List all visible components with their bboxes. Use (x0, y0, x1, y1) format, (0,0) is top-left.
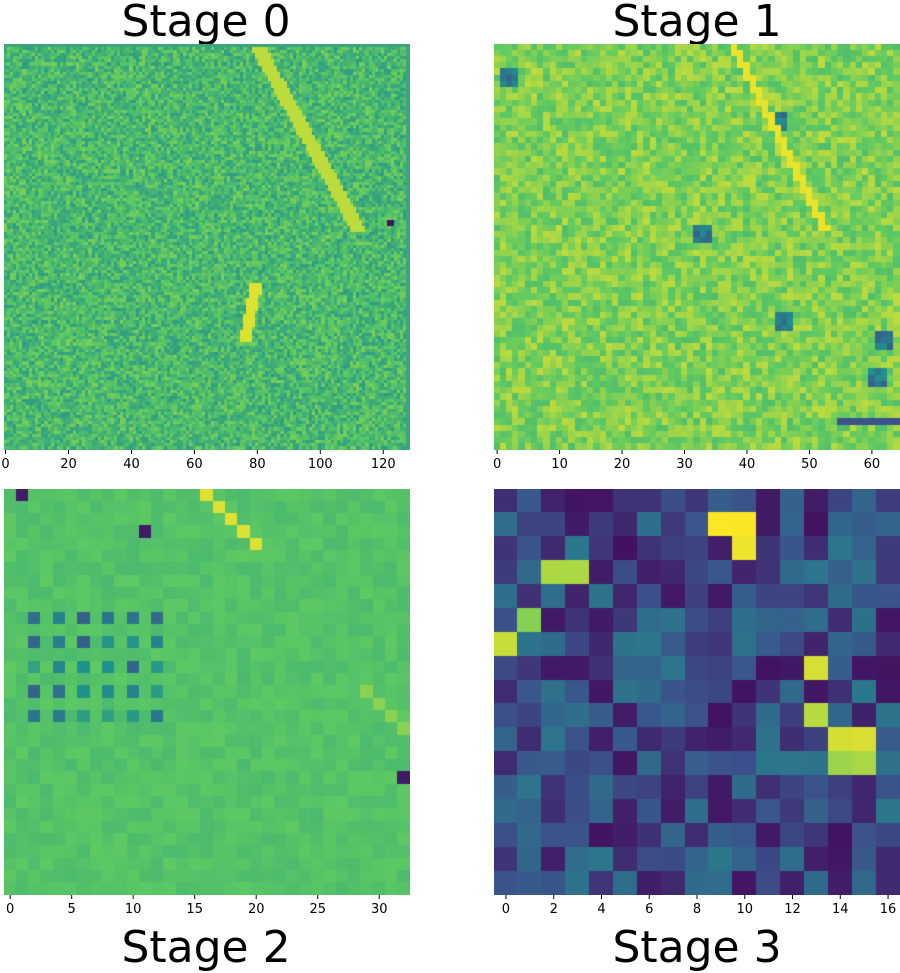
panel-title-stage-3: Stage 3 (612, 922, 782, 973)
x-tick-label: 0 (493, 457, 501, 472)
x-tick-label: 30 (371, 902, 388, 917)
x-tick-label: 0 (1, 457, 9, 472)
x-tick-label: 60 (186, 457, 203, 472)
x-tick-label: 80 (249, 457, 266, 472)
x-tick-label: 50 (801, 457, 818, 472)
x-axis-stage-0: 0 20 40 60 80 100 120 (1, 450, 396, 472)
heatmap-stage-2 (4, 489, 410, 895)
x-tick-label: 120 (371, 457, 396, 472)
x-tick-label: 60 (864, 457, 881, 472)
x-tick-label: 12 (784, 902, 801, 917)
x-tick-label: 100 (308, 457, 333, 472)
x-tick-label: 10 (736, 902, 753, 917)
x-tick-label: 2 (550, 902, 558, 917)
x-tick-label: 5 (68, 902, 76, 917)
x-tick-label: 20 (60, 457, 77, 472)
x-tick-label: 0 (6, 902, 14, 917)
x-axis-stage-1: 0 10 20 30 40 50 60 (493, 450, 881, 472)
panel-title-stage-0: Stage 0 (121, 0, 291, 47)
x-tick-label: 16 (880, 902, 897, 917)
x-tick-label: 30 (676, 457, 693, 472)
x-tick-label: 8 (693, 902, 701, 917)
x-tick-label: 6 (645, 902, 653, 917)
x-tick-label: 40 (123, 457, 140, 472)
x-tick-label: 10 (125, 902, 142, 917)
x-tick-label: 0 (502, 902, 510, 917)
x-axis-stage-3: 0 2 4 6 8 10 12 14 16 (502, 895, 897, 917)
x-tick-label: 4 (597, 902, 605, 917)
heatmap-stage-1 (494, 44, 900, 450)
x-tick-label: 10 (551, 457, 568, 472)
x-tick-label: 15 (186, 902, 203, 917)
x-axis-stage-2: 0 5 10 15 20 25 30 (6, 895, 388, 917)
x-tick-label: 40 (739, 457, 756, 472)
x-tick-label: 20 (248, 902, 265, 917)
x-tick-label: 25 (309, 902, 326, 917)
panel-title-stage-2: Stage 2 (121, 922, 291, 973)
x-tick-label: 20 (614, 457, 631, 472)
heatmap-stage-3 (494, 489, 900, 895)
x-tick-label: 14 (832, 902, 849, 917)
heatmap-stage-0 (4, 44, 410, 450)
panel-title-stage-1: Stage 1 (612, 0, 782, 47)
